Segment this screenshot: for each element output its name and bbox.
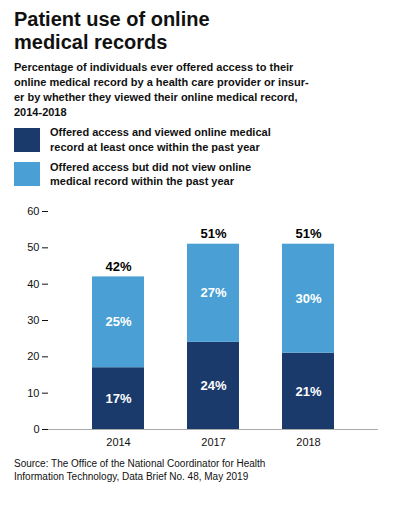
svg-text:0: 0 [33,423,39,435]
svg-text:27%: 27% [200,285,226,300]
svg-text:51%: 51% [295,226,321,241]
svg-text:51%: 51% [200,226,226,241]
svg-text:2018: 2018 [296,436,320,448]
html-text:Offered access but did not vie: Offered access but did not view online m… [50,161,252,188]
svg-text:50: 50 [27,241,39,253]
svg-text:30: 30 [27,314,39,326]
svg-text:20: 20 [27,350,39,362]
svg-text:30%: 30% [295,290,321,305]
html-text:Patient use of online medical: Patient use of online medical records [14,8,210,53]
svg-text:25%: 25% [105,314,131,329]
svg-text:2014: 2014 [106,436,130,448]
html-text:Offered access and viewed onli: Offered access and viewed online medical… [50,126,271,153]
svg-text:10: 10 [27,386,39,398]
html-text:Percentage of individuals ever: Percentage of individuals ever offered a… [14,61,309,118]
svg-text:17%: 17% [105,390,131,405]
html-text:Source: The Office of the Nati: Source: The Office of the National Coord… [14,457,266,482]
svg-text:40: 40 [27,277,39,289]
svg-text:24%: 24% [200,378,226,393]
svg-text:2017: 2017 [201,436,225,448]
svg-text:60: 60 [27,205,39,217]
svg-text:21%: 21% [295,383,321,398]
svg-text:42%: 42% [105,259,131,274]
